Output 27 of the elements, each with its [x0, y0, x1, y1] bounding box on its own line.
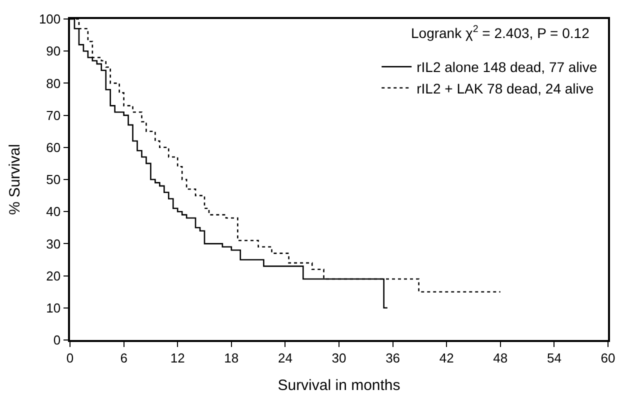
x-tick-label: 18	[224, 350, 239, 366]
y-axis-title: % Survival	[6, 144, 24, 215]
x-tick-label: 24	[278, 350, 292, 366]
y-tick-label: 10	[46, 300, 61, 316]
y-tick-label: 50	[46, 172, 61, 188]
y-tick-label: 90	[46, 44, 61, 59]
x-tick-label: 30	[332, 350, 346, 366]
x-tick-label: 0	[66, 350, 74, 366]
x-tick-label: 12	[170, 350, 185, 366]
legend-label: rIL2 + LAK 78 dead, 24 alive	[416, 80, 594, 96]
y-tick-label: 20	[46, 268, 61, 284]
y-tick-label: 0	[53, 332, 61, 348]
y-tick-label: 80	[46, 76, 61, 91]
x-tick-label: 36	[386, 350, 400, 366]
x-tick-label: 60	[600, 350, 616, 366]
y-tick-label: 70	[46, 108, 61, 123]
x-tick-label: 6	[120, 350, 128, 366]
y-tick-label: 40	[46, 204, 61, 220]
legend-label: rIL2 alone 148 dead, 77 alive	[416, 59, 598, 76]
x-axis-title: Survival in months	[278, 376, 400, 394]
x-tick-label: 54	[546, 350, 562, 366]
y-tick-label: 100	[38, 12, 61, 27]
y-tick-label: 30	[46, 236, 61, 252]
y-tick-label: 60	[46, 140, 61, 155]
x-tick-label: 48	[493, 350, 508, 366]
annotation: Logrank χ$^{2}$ = 2.403, P = 0.12	[411, 24, 590, 41]
x-tick-label: 42	[439, 350, 454, 366]
